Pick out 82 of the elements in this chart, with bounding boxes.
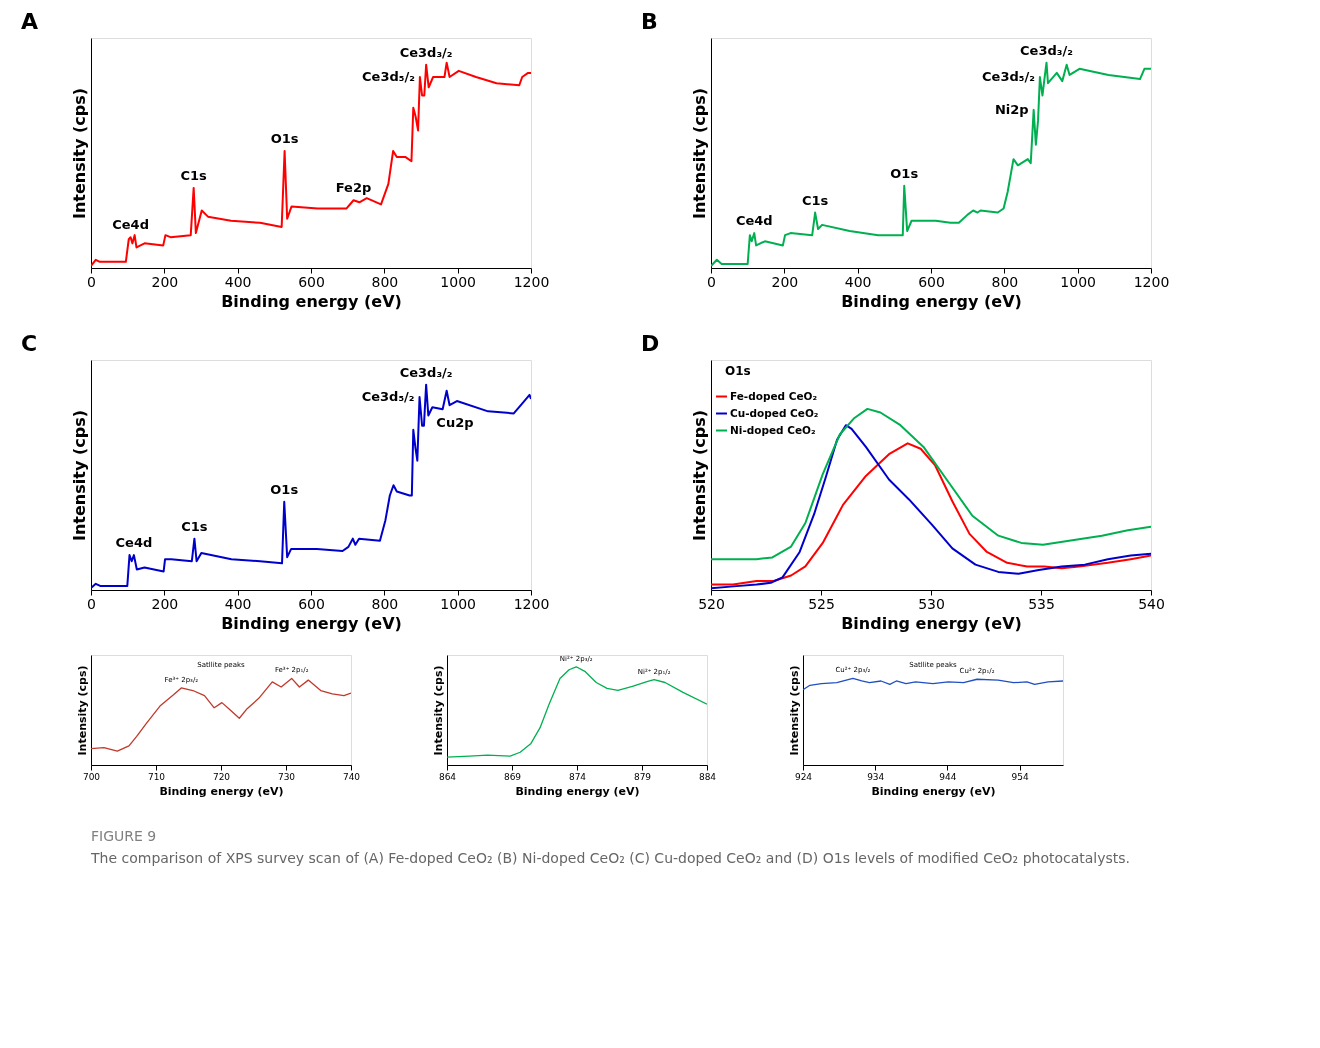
legend-label: Fe-doped CeO₂ <box>730 389 818 402</box>
x-tick-label: 600 <box>918 273 945 290</box>
annotation: C1s <box>801 192 829 208</box>
x-tick-label: 884 <box>698 771 717 782</box>
annotation: Fe2p <box>335 180 372 196</box>
x-tick-label: 1000 <box>440 273 476 290</box>
x-tick-label: 730 <box>277 771 296 782</box>
x-axis-title: Binding energy (eV) <box>841 291 1022 311</box>
x-tick-label: 700 <box>82 771 101 782</box>
x-tick-label: 0 <box>707 273 716 290</box>
x-tick-label: 520 <box>698 595 725 612</box>
annotation: Ni2p <box>994 101 1029 117</box>
x-tick-label: 864 <box>438 771 457 782</box>
x-tick-label: 525 <box>808 595 835 612</box>
annotation: Ce4d <box>735 213 773 229</box>
text: The comparison of XPS survey scan of (A) Fe-doped CeO₂ (B) Ni-doped CeO₂ (C) Cu-doped CeO₂ and (D) O1s levels of modified CeO₂ photocatalysts. <box>90 850 1131 866</box>
chart-title: D <box>641 331 660 356</box>
x-tick-label: 1200 <box>513 273 550 290</box>
x-axis-title: Binding energy (eV) <box>221 613 402 633</box>
x-axis-title: Binding energy (eV) <box>841 613 1022 633</box>
x-tick-label: 800 <box>991 273 1019 290</box>
x-tick-label: 600 <box>298 273 325 290</box>
chart-title: A <box>21 9 39 34</box>
x-tick-label: 0 <box>87 273 96 290</box>
chart-title: C <box>21 331 38 356</box>
annotation: Ce3d₅/₂ <box>982 69 1035 85</box>
x-tick-label: 200 <box>771 273 799 290</box>
annotation: C1s <box>181 518 208 534</box>
x-tick-label: 400 <box>224 595 252 612</box>
y-axis-title: Intensity (cps) <box>69 410 89 541</box>
x-tick-label: 944 <box>939 771 957 782</box>
y-axis-title: Intensity (cps) <box>69 88 89 219</box>
x-tick-label: 710 <box>147 771 166 782</box>
annotation: Ce3d₅/₂ <box>361 388 415 404</box>
annotation: O1s <box>270 481 299 497</box>
x-tick-label: 535 <box>1028 595 1055 612</box>
x-tick-label: 200 <box>151 595 179 612</box>
x-tick-label: 869 <box>503 771 522 782</box>
x-tick-label: 0 <box>87 595 96 612</box>
x-axis-title: Binding energy (eV) <box>871 784 996 798</box>
x-tick-label: 1200 <box>1133 273 1170 290</box>
x-tick-label: 200 <box>151 273 179 290</box>
x-axis-title: Binding energy (eV) <box>221 291 402 311</box>
x-axis-title: Binding energy (eV) <box>515 784 640 798</box>
x-tick-label: 740 <box>342 771 361 782</box>
x-tick-label: 1000 <box>440 595 476 612</box>
annotation: Ce4d <box>115 535 153 551</box>
x-tick-label: 600 <box>298 595 325 612</box>
x-tick-label: 800 <box>371 595 399 612</box>
chart-title: B <box>641 9 658 34</box>
y-axis-title: Intensity (cps) <box>75 665 89 756</box>
y-axis-title: Intensity (cps) <box>431 665 445 756</box>
x-tick-label: 720 <box>212 771 231 782</box>
annotation: O1s <box>270 130 299 146</box>
annotation: Ce3d₃/₂ <box>399 364 453 380</box>
caption: FIGURE 9 <box>91 828 157 844</box>
annotation: Ce3d₃/₂ <box>1020 42 1073 58</box>
x-tick-label: 1200 <box>513 595 550 612</box>
y-axis-title: Intensity (cps) <box>787 665 801 756</box>
annotation: Ce4d <box>112 217 149 233</box>
x-tick-label: 874 <box>568 771 587 782</box>
x-tick-label: 400 <box>844 273 872 290</box>
x-tick-label: 924 <box>794 771 813 782</box>
legend-label: Ni-doped CeO₂ <box>730 423 817 436</box>
x-tick-label: 954 <box>1011 771 1030 782</box>
legend-label: Cu-doped CeO₂ <box>730 406 819 419</box>
x-tick-label: 540 <box>1138 595 1165 612</box>
x-tick-label: 530 <box>918 595 945 612</box>
annotation: Cu2p <box>436 415 474 431</box>
x-tick-label: 934 <box>867 771 885 782</box>
annotation: C1s <box>180 167 208 183</box>
annotation: Ce3d₃/₂ <box>399 44 453 60</box>
y-axis-title: Intensity (cps) <box>689 410 709 541</box>
text: O1s <box>725 364 751 378</box>
x-tick-label: 879 <box>633 771 652 782</box>
x-tick-label: 1000 <box>1060 273 1096 290</box>
annotation: O1s <box>890 165 919 181</box>
x-axis-title: Binding energy (eV) <box>159 784 284 798</box>
x-tick-label: 800 <box>371 273 399 290</box>
x-tick-label: 400 <box>224 273 252 290</box>
y-axis-title: Intensity (cps) <box>689 88 709 219</box>
annotation: Ce3d₅/₂ <box>362 69 415 85</box>
